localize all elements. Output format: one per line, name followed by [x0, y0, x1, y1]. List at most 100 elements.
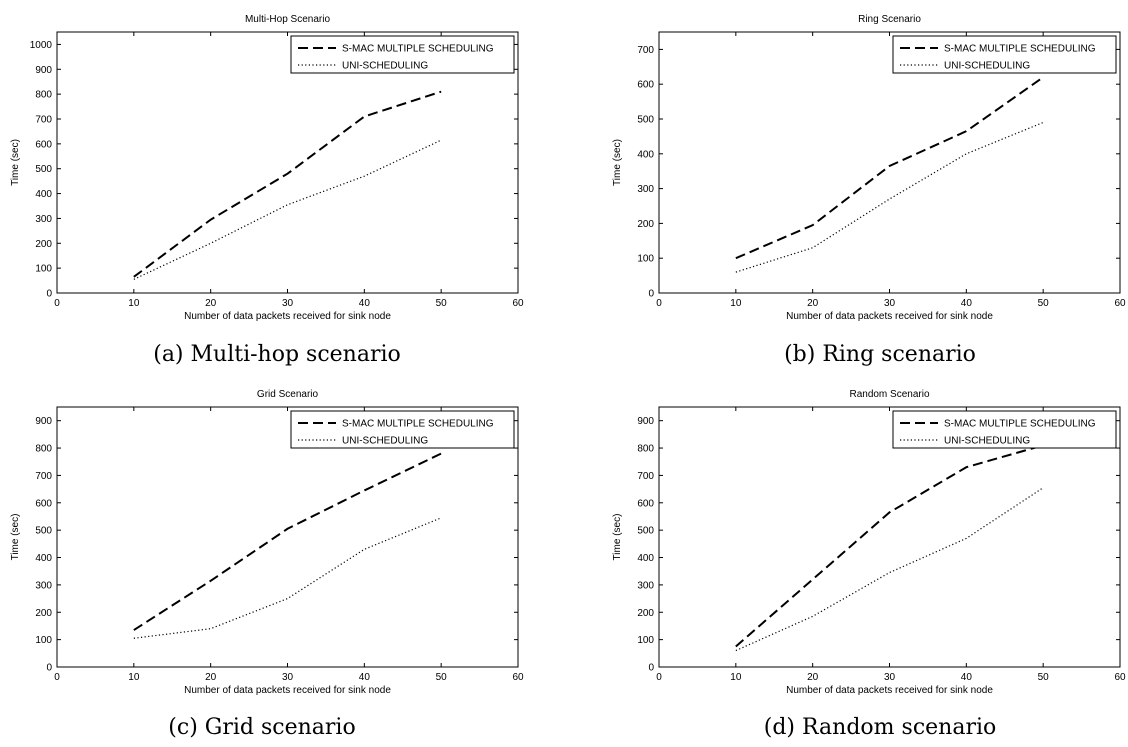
x-tick-label: 30: [884, 672, 896, 683]
legend-label: UNI-SCHEDULING: [342, 436, 428, 447]
series-line-smac: [735, 444, 1044, 648]
legend-label: UNI-SCHEDULING: [944, 436, 1030, 447]
y-tick-label: 800: [35, 90, 52, 101]
data-point: [888, 164, 891, 167]
y-axis-label: Time (sec): [612, 139, 623, 186]
data-point: [888, 198, 891, 201]
x-tick-label: 60: [512, 298, 524, 309]
data-point: [132, 637, 135, 640]
series-line-uni: [735, 121, 1044, 273]
x-tick-label: 20: [807, 672, 819, 683]
data-point: [209, 218, 212, 221]
chart-title: Multi-Hop Scenario: [245, 14, 330, 25]
chart-title: Ring Scenario: [858, 14, 921, 25]
y-tick-label: 900: [637, 416, 654, 427]
y-tick-label: 300: [637, 580, 654, 591]
y-tick-label: 400: [35, 553, 52, 564]
plot-frame: [658, 31, 1121, 294]
y-tick-label: 500: [35, 526, 52, 537]
y-tick-label: 400: [35, 189, 52, 200]
y-tick-label: 0: [46, 663, 52, 674]
series-line-smac: [133, 90, 442, 278]
x-tick-label: 50: [1038, 672, 1050, 683]
legend-box: [290, 35, 515, 74]
x-tick-label: 0: [656, 298, 662, 309]
data-point: [286, 527, 289, 530]
x-tick-label: 0: [54, 298, 60, 309]
legend-label: UNI-SCHEDULING: [342, 61, 428, 72]
legend-box: [290, 410, 515, 449]
y-tick-label: 900: [35, 416, 52, 427]
data-point: [286, 172, 289, 175]
data-point: [734, 257, 737, 260]
legend-label: S-MAC MULTIPLE SCHEDULING: [342, 419, 494, 430]
legend-label: S-MAC MULTIPLE SCHEDULING: [944, 44, 1096, 55]
data-point: [1042, 76, 1045, 79]
data-point: [209, 579, 212, 582]
x-tick-label: 10: [730, 298, 742, 309]
data-point: [363, 489, 366, 492]
x-tick-label: 40: [359, 672, 371, 683]
series-line-uni: [133, 139, 442, 280]
plot-frame: [56, 31, 519, 294]
data-point: [363, 115, 366, 118]
y-tick-label: 600: [637, 498, 654, 509]
y-tick-label: 1000: [30, 40, 53, 51]
y-tick-label: 300: [35, 580, 52, 591]
series-line-smac: [735, 76, 1044, 260]
chart-title: Grid Scenario: [257, 389, 319, 400]
data-point: [209, 627, 212, 630]
x-axis-label: Number of data packets received for sink…: [786, 311, 993, 322]
y-tick-label: 800: [35, 444, 52, 455]
x-tick-label: 50: [1038, 298, 1050, 309]
x-tick-label: 30: [884, 298, 896, 309]
data-point: [1042, 486, 1045, 489]
legend: S-MAC MULTIPLE SCHEDULING UNI-SCHEDULING: [290, 35, 515, 74]
data-point: [965, 130, 968, 133]
data-point: [440, 516, 443, 519]
data-point: [132, 278, 135, 281]
y-tick-label: 700: [637, 471, 654, 482]
x-tick-label: 40: [359, 298, 371, 309]
x-tick-label: 20: [205, 298, 217, 309]
y-tick-label: 400: [637, 149, 654, 160]
y-tick-label: 200: [637, 219, 654, 230]
data-point: [965, 152, 968, 155]
x-tick-label: 10: [128, 298, 140, 309]
x-tick-label: 30: [282, 672, 294, 683]
x-tick-label: 60: [512, 672, 524, 683]
caption-c: (c) Grid scenario: [168, 715, 356, 740]
plot-frame: [56, 406, 519, 668]
y-tick-label: 700: [35, 115, 52, 126]
plot-frame: [658, 406, 1121, 668]
data-point: [363, 175, 366, 178]
y-tick-label: 200: [637, 608, 654, 619]
data-point: [888, 571, 891, 574]
x-tick-label: 0: [656, 672, 662, 683]
chart-title: Random Scenario: [849, 389, 929, 400]
y-tick-label: 600: [35, 498, 52, 509]
y-axis-label: Time (sec): [10, 139, 21, 186]
y-tick-label: 100: [637, 254, 654, 265]
y-tick-label: 700: [637, 45, 654, 56]
y-tick-label: 900: [35, 65, 52, 76]
data-point: [965, 537, 968, 540]
data-point: [440, 139, 443, 142]
y-tick-label: 300: [35, 214, 52, 225]
data-point: [811, 224, 814, 227]
x-axis-label: Number of data packets received for sink…: [786, 685, 993, 696]
legend-label: S-MAC MULTIPLE SCHEDULING: [342, 44, 494, 55]
data-point: [286, 597, 289, 600]
x-tick-label: 20: [205, 672, 217, 683]
y-tick-label: 400: [637, 553, 654, 564]
y-tick-label: 600: [35, 139, 52, 150]
legend: S-MAC MULTIPLE SCHEDULING UNI-SCHEDULING: [290, 410, 515, 449]
y-tick-label: 500: [637, 115, 654, 126]
y-tick-label: 200: [35, 239, 52, 250]
y-tick-label: 700: [35, 471, 52, 482]
x-tick-label: 50: [436, 672, 448, 683]
